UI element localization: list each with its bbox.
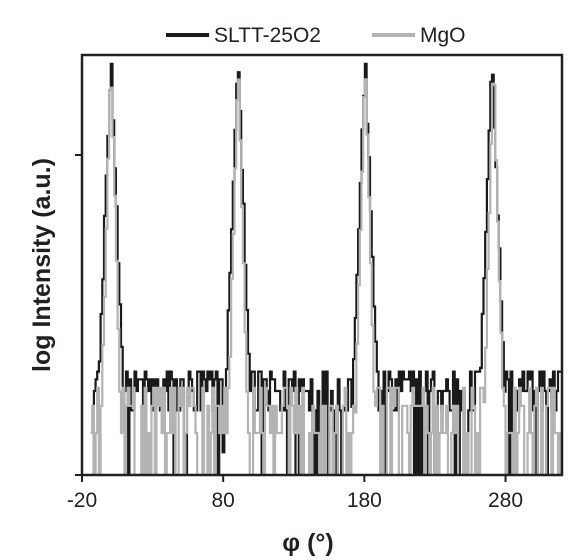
- y-axis: [75, 154, 82, 476]
- series-line-sltt: [90, 62, 562, 475]
- x-axis-label: φ (°): [282, 529, 333, 557]
- series-line-mgo: [90, 78, 562, 475]
- x-tick-label: -20: [67, 489, 97, 512]
- legend: SLTT-25O2 MgO: [166, 24, 466, 47]
- series-layer: [90, 62, 562, 475]
- y-axis-label: log Intensity (a.u.): [28, 158, 56, 372]
- legend-label-mgo: MgO: [420, 24, 466, 47]
- x-tick-label: 280: [488, 489, 523, 512]
- legend-label-sltt: SLTT-25O2: [214, 24, 321, 47]
- plot-frame: [80, 53, 564, 477]
- x-axis: -20 80 180 280: [67, 475, 523, 512]
- x-tick-label: 80: [211, 489, 234, 512]
- x-tick-label: 180: [347, 489, 382, 512]
